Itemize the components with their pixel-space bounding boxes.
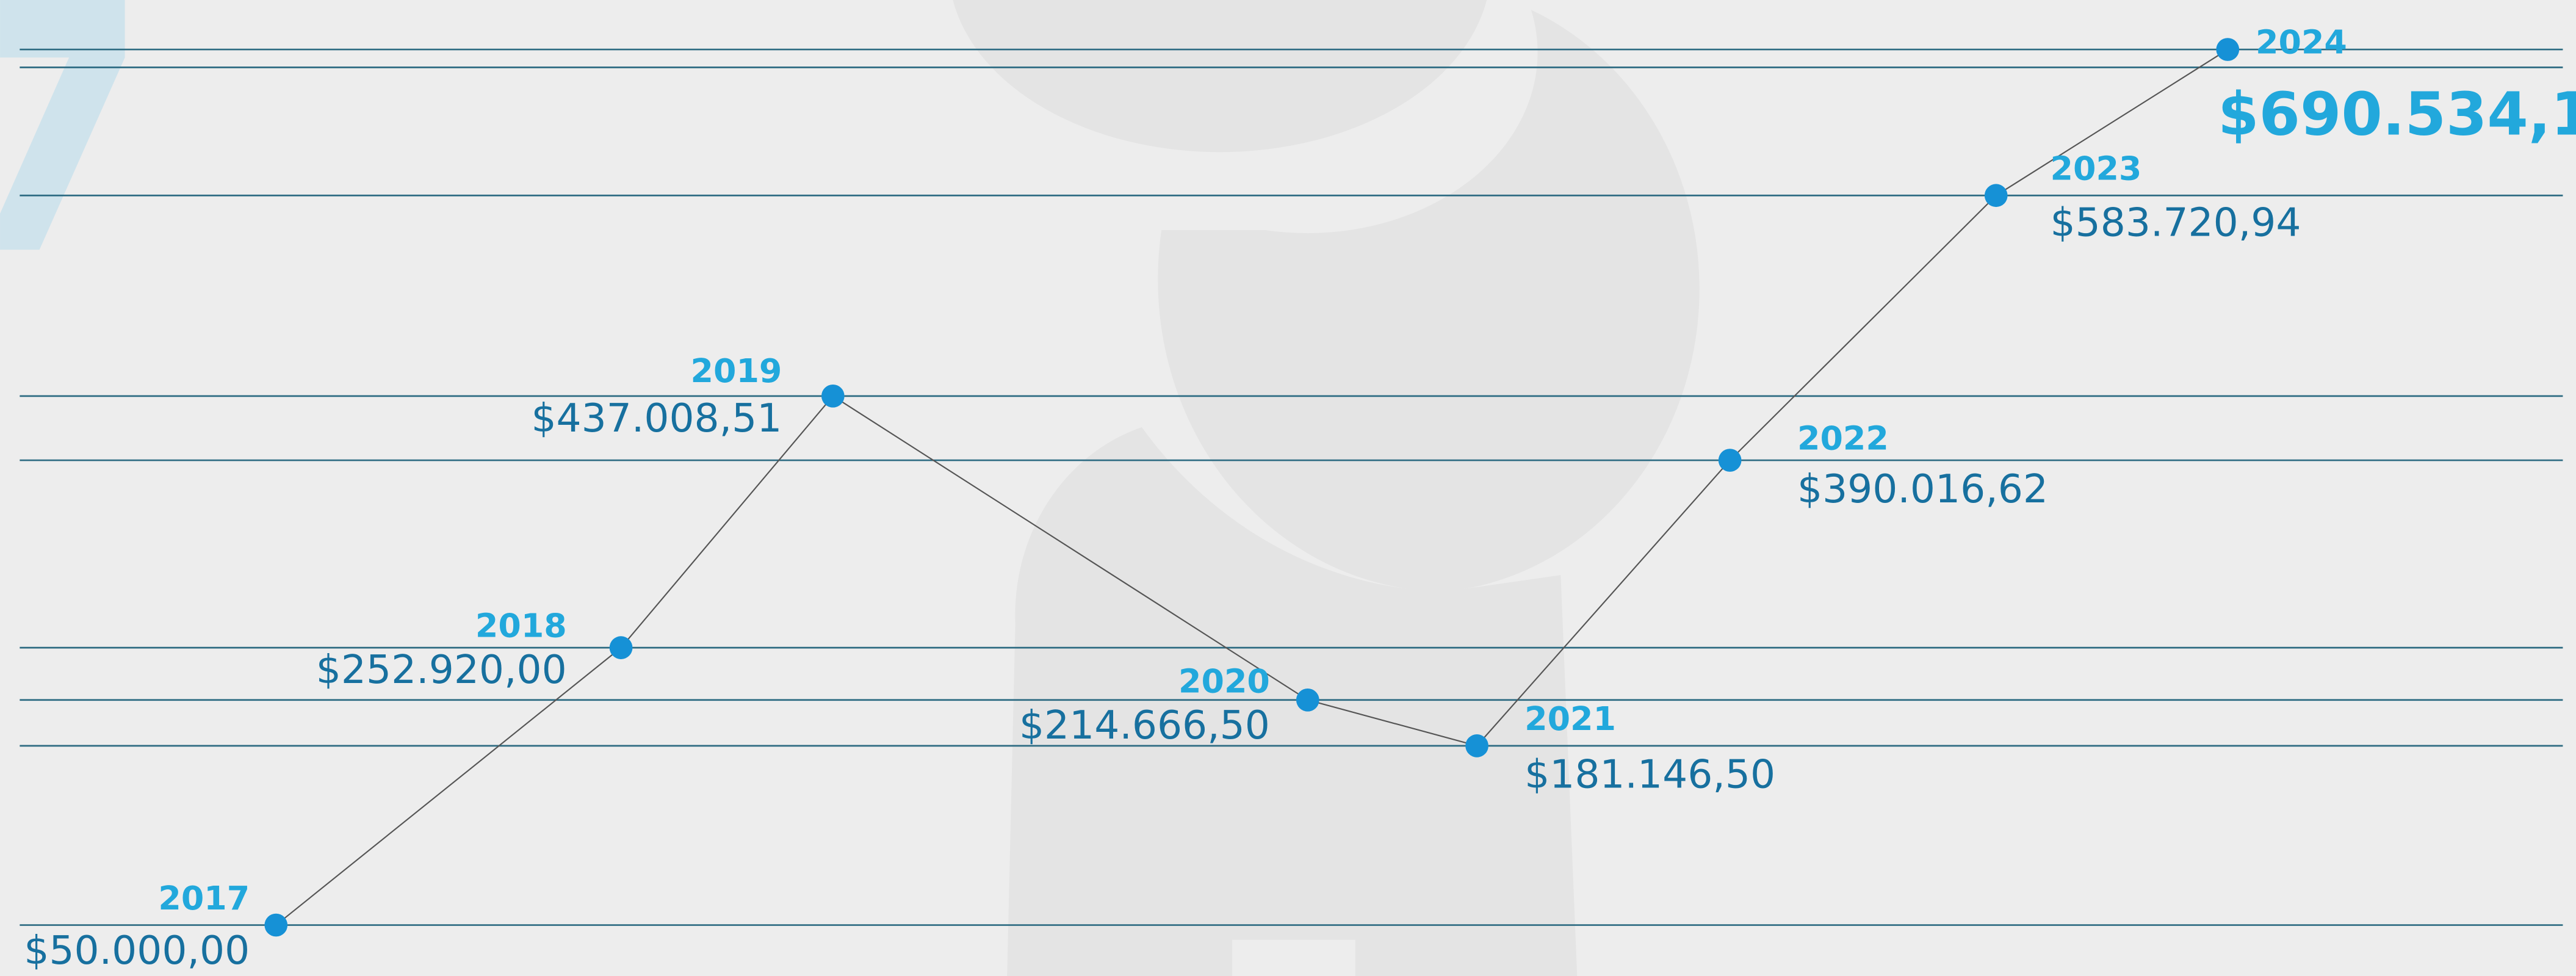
grid (20, 48, 2563, 926)
background-figure (953, 0, 1700, 976)
year-label: 2021 (1524, 699, 1616, 738)
value-label: $390.016,62 (1797, 466, 2048, 512)
point (1718, 449, 1742, 472)
value-label: $437.008,51 (531, 396, 782, 441)
value-label: $583.720,94 (2051, 200, 2301, 245)
point (1296, 688, 1319, 712)
background-digit (0, 0, 125, 250)
point (264, 913, 288, 937)
point (609, 636, 633, 659)
value-label: $214.666,50 (1019, 703, 1270, 748)
year-label: 2019 (691, 352, 782, 390)
line (275, 49, 2228, 926)
plot: 2017 $50.000,00 2018$252.920,00 2019 $437.00… (24, 23, 2576, 974)
value-label: $50.000,00 (24, 928, 250, 974)
year-label: 2024 (2256, 23, 2347, 62)
year-label: 2020 (1178, 662, 1270, 701)
point (1984, 184, 2008, 208)
point (1465, 734, 1488, 757)
point (821, 384, 845, 408)
year-label: 2022 (1797, 419, 1889, 457)
year-label: 2017 (158, 879, 250, 917)
value-label: $181.146,50 (1524, 752, 1775, 798)
year-label: 2018 (475, 606, 567, 645)
year-label: 2023 (2051, 150, 2142, 188)
value-label: $252.920,00 (316, 647, 567, 693)
value-label: $690.534,13 (2218, 79, 2576, 148)
point (2216, 38, 2240, 61)
